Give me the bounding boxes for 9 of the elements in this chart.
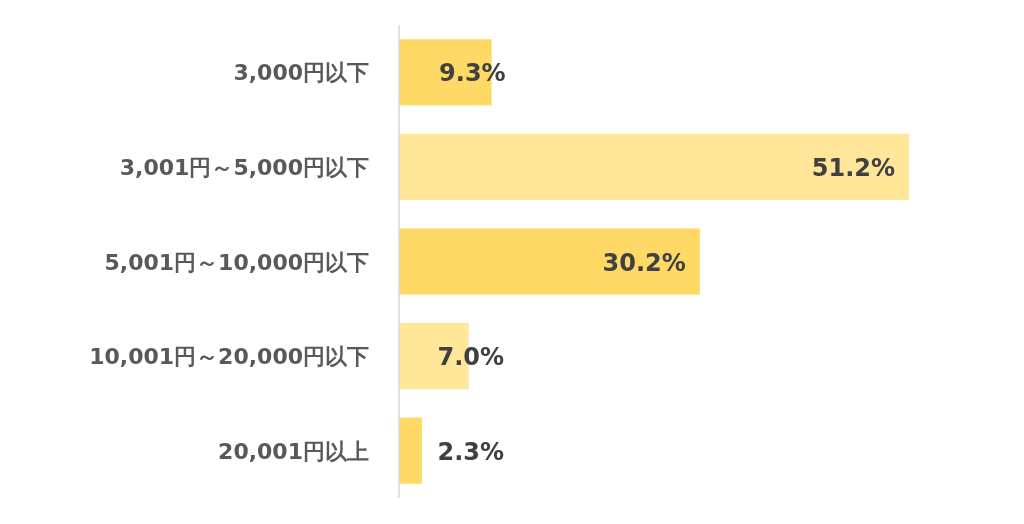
data-label: 30.2% bbox=[602, 248, 686, 277]
y-tick-label: 3,001円～5,000円以下 bbox=[119, 154, 369, 180]
data-label: 7.0% bbox=[437, 343, 504, 372]
data-label: 2.3% bbox=[437, 437, 504, 466]
y-tick-label: 20,001円以上 bbox=[218, 438, 369, 464]
y-tick-label: 3,000円以下 bbox=[233, 60, 369, 86]
data-label: 51.2% bbox=[811, 153, 895, 182]
y-tick-label: 5,001円～10,000円以下 bbox=[104, 249, 369, 275]
y-tick-label: 10,001円～20,000円以下 bbox=[89, 344, 369, 370]
